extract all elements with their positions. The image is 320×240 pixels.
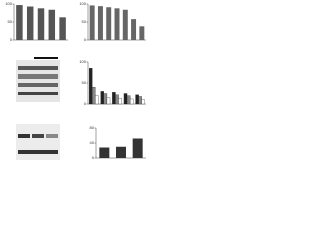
blot-band [18,74,58,79]
bar [126,95,131,105]
figure: 0 50 100 0 50 100 0 50 100 0 40 80 [5,1,146,160]
bar [106,7,112,41]
y-tick-label: 40 [90,140,95,145]
blot-upper [16,57,60,102]
bar [118,97,122,105]
blot-background [16,124,60,160]
bar [122,9,128,40]
y-tick-label: 100 [79,59,86,64]
y-tick-label: 0 [84,37,87,42]
bar [106,97,111,105]
bar [112,92,116,105]
bar [139,26,145,40]
bar [26,6,34,40]
bar [59,17,66,40]
y-tick-label: 80 [90,125,95,130]
bar [100,91,105,105]
y-tick-label: 50 [82,19,87,24]
blot-lower [16,124,60,160]
bar [95,95,99,105]
bar [115,94,119,105]
blot-band [18,150,58,154]
treatment-wedge [34,57,58,59]
bar [103,93,108,105]
blot-band [18,83,58,87]
bar [99,147,110,158]
bar [114,8,120,40]
blot-band [18,92,58,95]
bar [97,6,103,40]
bar [138,96,142,105]
blot-band [46,134,58,138]
blot-band [18,66,58,70]
bar [132,138,143,158]
bar [123,93,128,105]
bar [92,87,96,105]
bar [48,9,56,40]
y-tick-label: 0 [10,37,13,42]
blot-band [18,134,30,138]
bar [89,68,93,105]
bar [129,98,134,105]
y-tick-label: 0 [84,101,87,106]
y-tick-label: 50 [82,80,87,85]
y-tick-label: 0 [92,155,95,160]
bar [141,99,145,105]
y-tick-label: 50 [8,19,13,24]
bar [116,146,126,158]
bar [16,5,23,40]
bar [37,8,45,40]
bar [135,94,139,105]
bar [131,19,137,40]
y-tick-label: 100 [5,1,12,6]
blot-band [32,134,44,138]
y-tick-label: 100 [79,1,86,6]
bar [89,5,95,41]
